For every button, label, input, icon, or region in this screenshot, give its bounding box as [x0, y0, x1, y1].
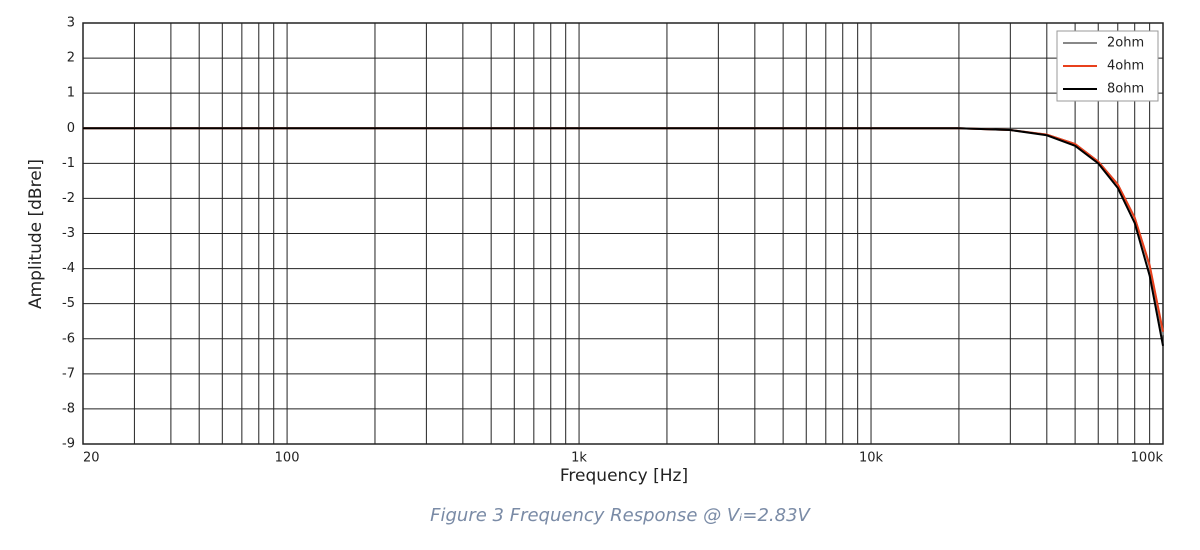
- y-tick-label: -7: [62, 366, 75, 381]
- series-line: [83, 127, 1164, 346]
- x-tick-label: 10k: [859, 451, 884, 466]
- x-tick-label: 1k: [571, 451, 587, 466]
- x-axis-label: Frequency [Hz]: [560, 466, 688, 486]
- y-tick-label: -8: [62, 401, 75, 416]
- y-tick-label: 1: [67, 86, 75, 101]
- legend-label: 8ohm: [1107, 82, 1144, 97]
- y-axis-label: Amplitude [dBrel]: [26, 159, 46, 309]
- y-tick-label: -5: [62, 296, 75, 311]
- plot-frame: [82, 22, 1164, 445]
- y-tick-label: -4: [62, 261, 75, 276]
- legend-label: 2ohm: [1107, 36, 1144, 51]
- y-tick-label: -2: [62, 191, 75, 206]
- legend-label: 4ohm: [1107, 59, 1144, 74]
- y-tick-label: -1: [62, 156, 75, 171]
- x-tick-label: 100k: [1131, 451, 1164, 466]
- x-tick-label: 100: [275, 451, 300, 466]
- caption: Figure 3 Frequency Response @ Vᵢ=2.83V: [430, 505, 811, 526]
- y-tick-label: -9: [62, 437, 75, 452]
- y-tick-label: 2: [67, 51, 75, 66]
- y-tick-label: 3: [67, 16, 75, 31]
- series-line: [83, 127, 1164, 332]
- y-tick-label: -3: [62, 226, 75, 241]
- y-tick-label: -6: [62, 331, 75, 346]
- series-line: [83, 127, 1164, 336]
- y-tick-label: 0: [67, 121, 75, 136]
- x-tick-label: 20: [83, 451, 100, 466]
